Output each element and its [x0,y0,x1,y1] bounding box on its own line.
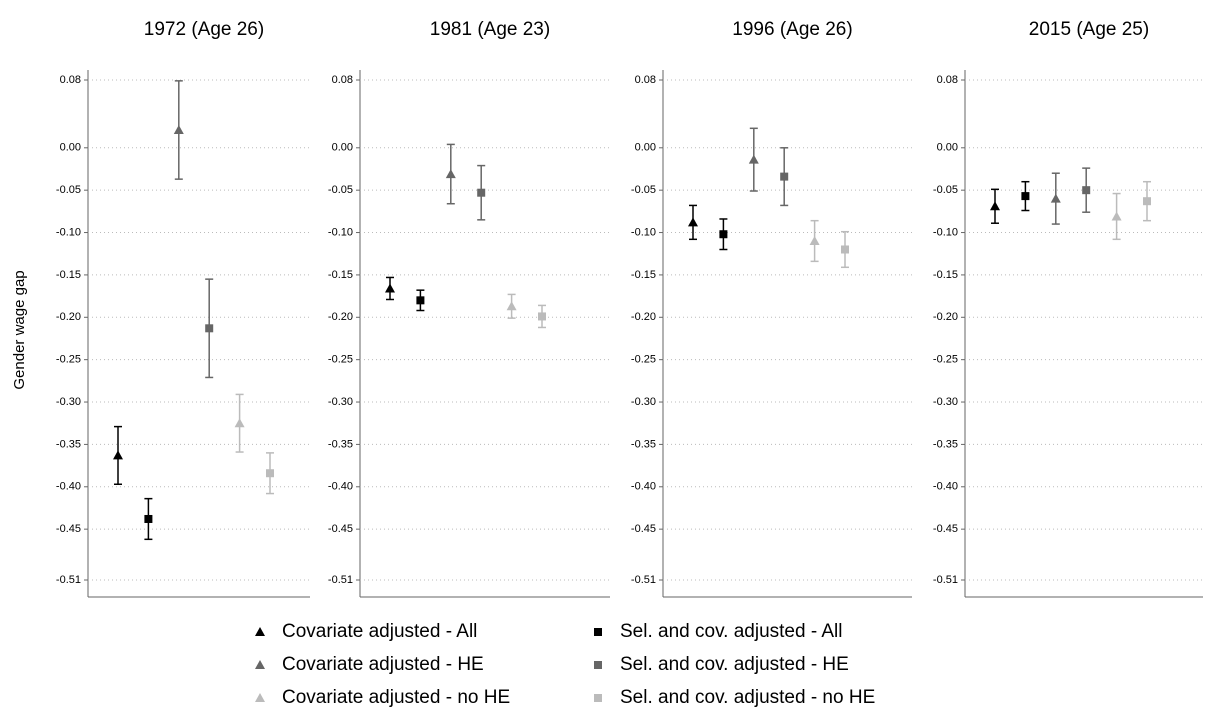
point [538,312,546,321]
point [688,217,698,227]
point [841,245,849,254]
y-tick-label: 0.08 [332,74,353,86]
y-tick-label: -0.30 [631,396,656,408]
y-tick-label: -0.05 [328,184,353,196]
y-tick-label: 0.08 [937,74,958,86]
point [385,283,395,293]
y-tick-label: -0.25 [631,354,656,366]
point [416,296,425,305]
point [144,514,153,523]
y-tick-label: -0.15 [56,269,81,281]
y-tick-label: 0.00 [937,142,958,154]
y-tick-label: -0.30 [56,396,81,408]
y-tick-label: -0.10 [631,226,656,238]
y-tick-label: -0.51 [328,574,353,586]
y-tick-label: -0.05 [631,184,656,196]
legend-marker [255,693,265,702]
panel-title: 1981 (Age 23) [430,19,550,40]
legend-marker [255,660,265,669]
y-tick-label: 0.00 [635,142,656,154]
y-tick-label: -0.15 [328,269,353,281]
y-tick-label: -0.20 [328,311,353,323]
point [1021,192,1030,201]
y-tick-label: 0.08 [635,74,656,86]
y-tick-label: -0.45 [56,523,81,535]
panel-title: 1972 (Age 26) [144,19,264,40]
y-tick-label: -0.10 [328,226,353,238]
y-tick-label: -0.25 [328,354,353,366]
point [205,324,214,333]
legend-label: Sel. and cov. adjusted - All [620,621,843,642]
y-tick-label: -0.35 [933,438,958,450]
point [1111,211,1122,221]
legend-marker [594,661,602,669]
point [1143,197,1151,206]
legend-label: Covariate adjusted - HE [282,654,484,675]
y-tick-label: -0.40 [56,481,81,493]
y-tick-label: -0.45 [933,523,958,535]
y-tick-label: -0.30 [328,396,353,408]
y-tick-label: -0.25 [56,354,81,366]
point [1050,193,1061,203]
y-tick-label: -0.51 [56,574,81,586]
y-tick-label: 0.00 [60,142,81,154]
legend-marker [594,628,602,636]
legend-label: Sel. and cov. adjusted - no HE [620,687,875,708]
y-tick-label: -0.40 [933,481,958,493]
y-tick-label: -0.10 [933,226,958,238]
point [173,125,184,134]
legend-label: Covariate adjusted - All [282,621,477,642]
point [113,450,123,460]
y-tick-label: -0.45 [328,523,353,535]
y-tick-label: -0.35 [328,438,353,450]
y-axis-label: Gender wage gap [11,270,28,389]
y-tick-label: -0.30 [933,396,958,408]
legend-label: Covariate adjusted - no HE [282,687,510,708]
y-tick-label: -0.40 [328,481,353,493]
legend-label: Sel. and cov. adjusted - HE [620,654,849,675]
y-tick-label: -0.40 [631,481,656,493]
point [445,169,456,179]
y-tick-label: -0.20 [631,311,656,323]
y-tick-label: -0.10 [56,226,81,238]
point [990,201,1000,211]
point [809,236,820,246]
point [506,301,517,311]
y-tick-label: -0.20 [933,311,958,323]
y-tick-label: -0.05 [56,184,81,196]
y-tick-label: -0.51 [933,574,958,586]
legend-marker [594,694,602,702]
point [234,418,245,428]
y-tick-label: -0.45 [631,523,656,535]
point [748,154,759,164]
point [719,230,728,239]
y-tick-label: -0.15 [933,269,958,281]
y-tick-label: -0.35 [631,438,656,450]
point [266,469,274,478]
y-tick-label: -0.15 [631,269,656,281]
y-tick-label: -0.35 [56,438,81,450]
panel-title: 2015 (Age 25) [1029,19,1149,40]
point [1082,186,1091,195]
y-tick-label: 0.00 [332,142,353,154]
legend-marker [255,627,265,636]
y-tick-label: 0.08 [60,74,81,86]
y-tick-label: -0.20 [56,311,81,323]
y-tick-label: -0.51 [631,574,656,586]
point [780,172,789,181]
y-tick-label: -0.05 [933,184,958,196]
y-tick-label: -0.25 [933,354,958,366]
panel-title: 1996 (Age 26) [732,19,852,40]
point [477,188,486,197]
